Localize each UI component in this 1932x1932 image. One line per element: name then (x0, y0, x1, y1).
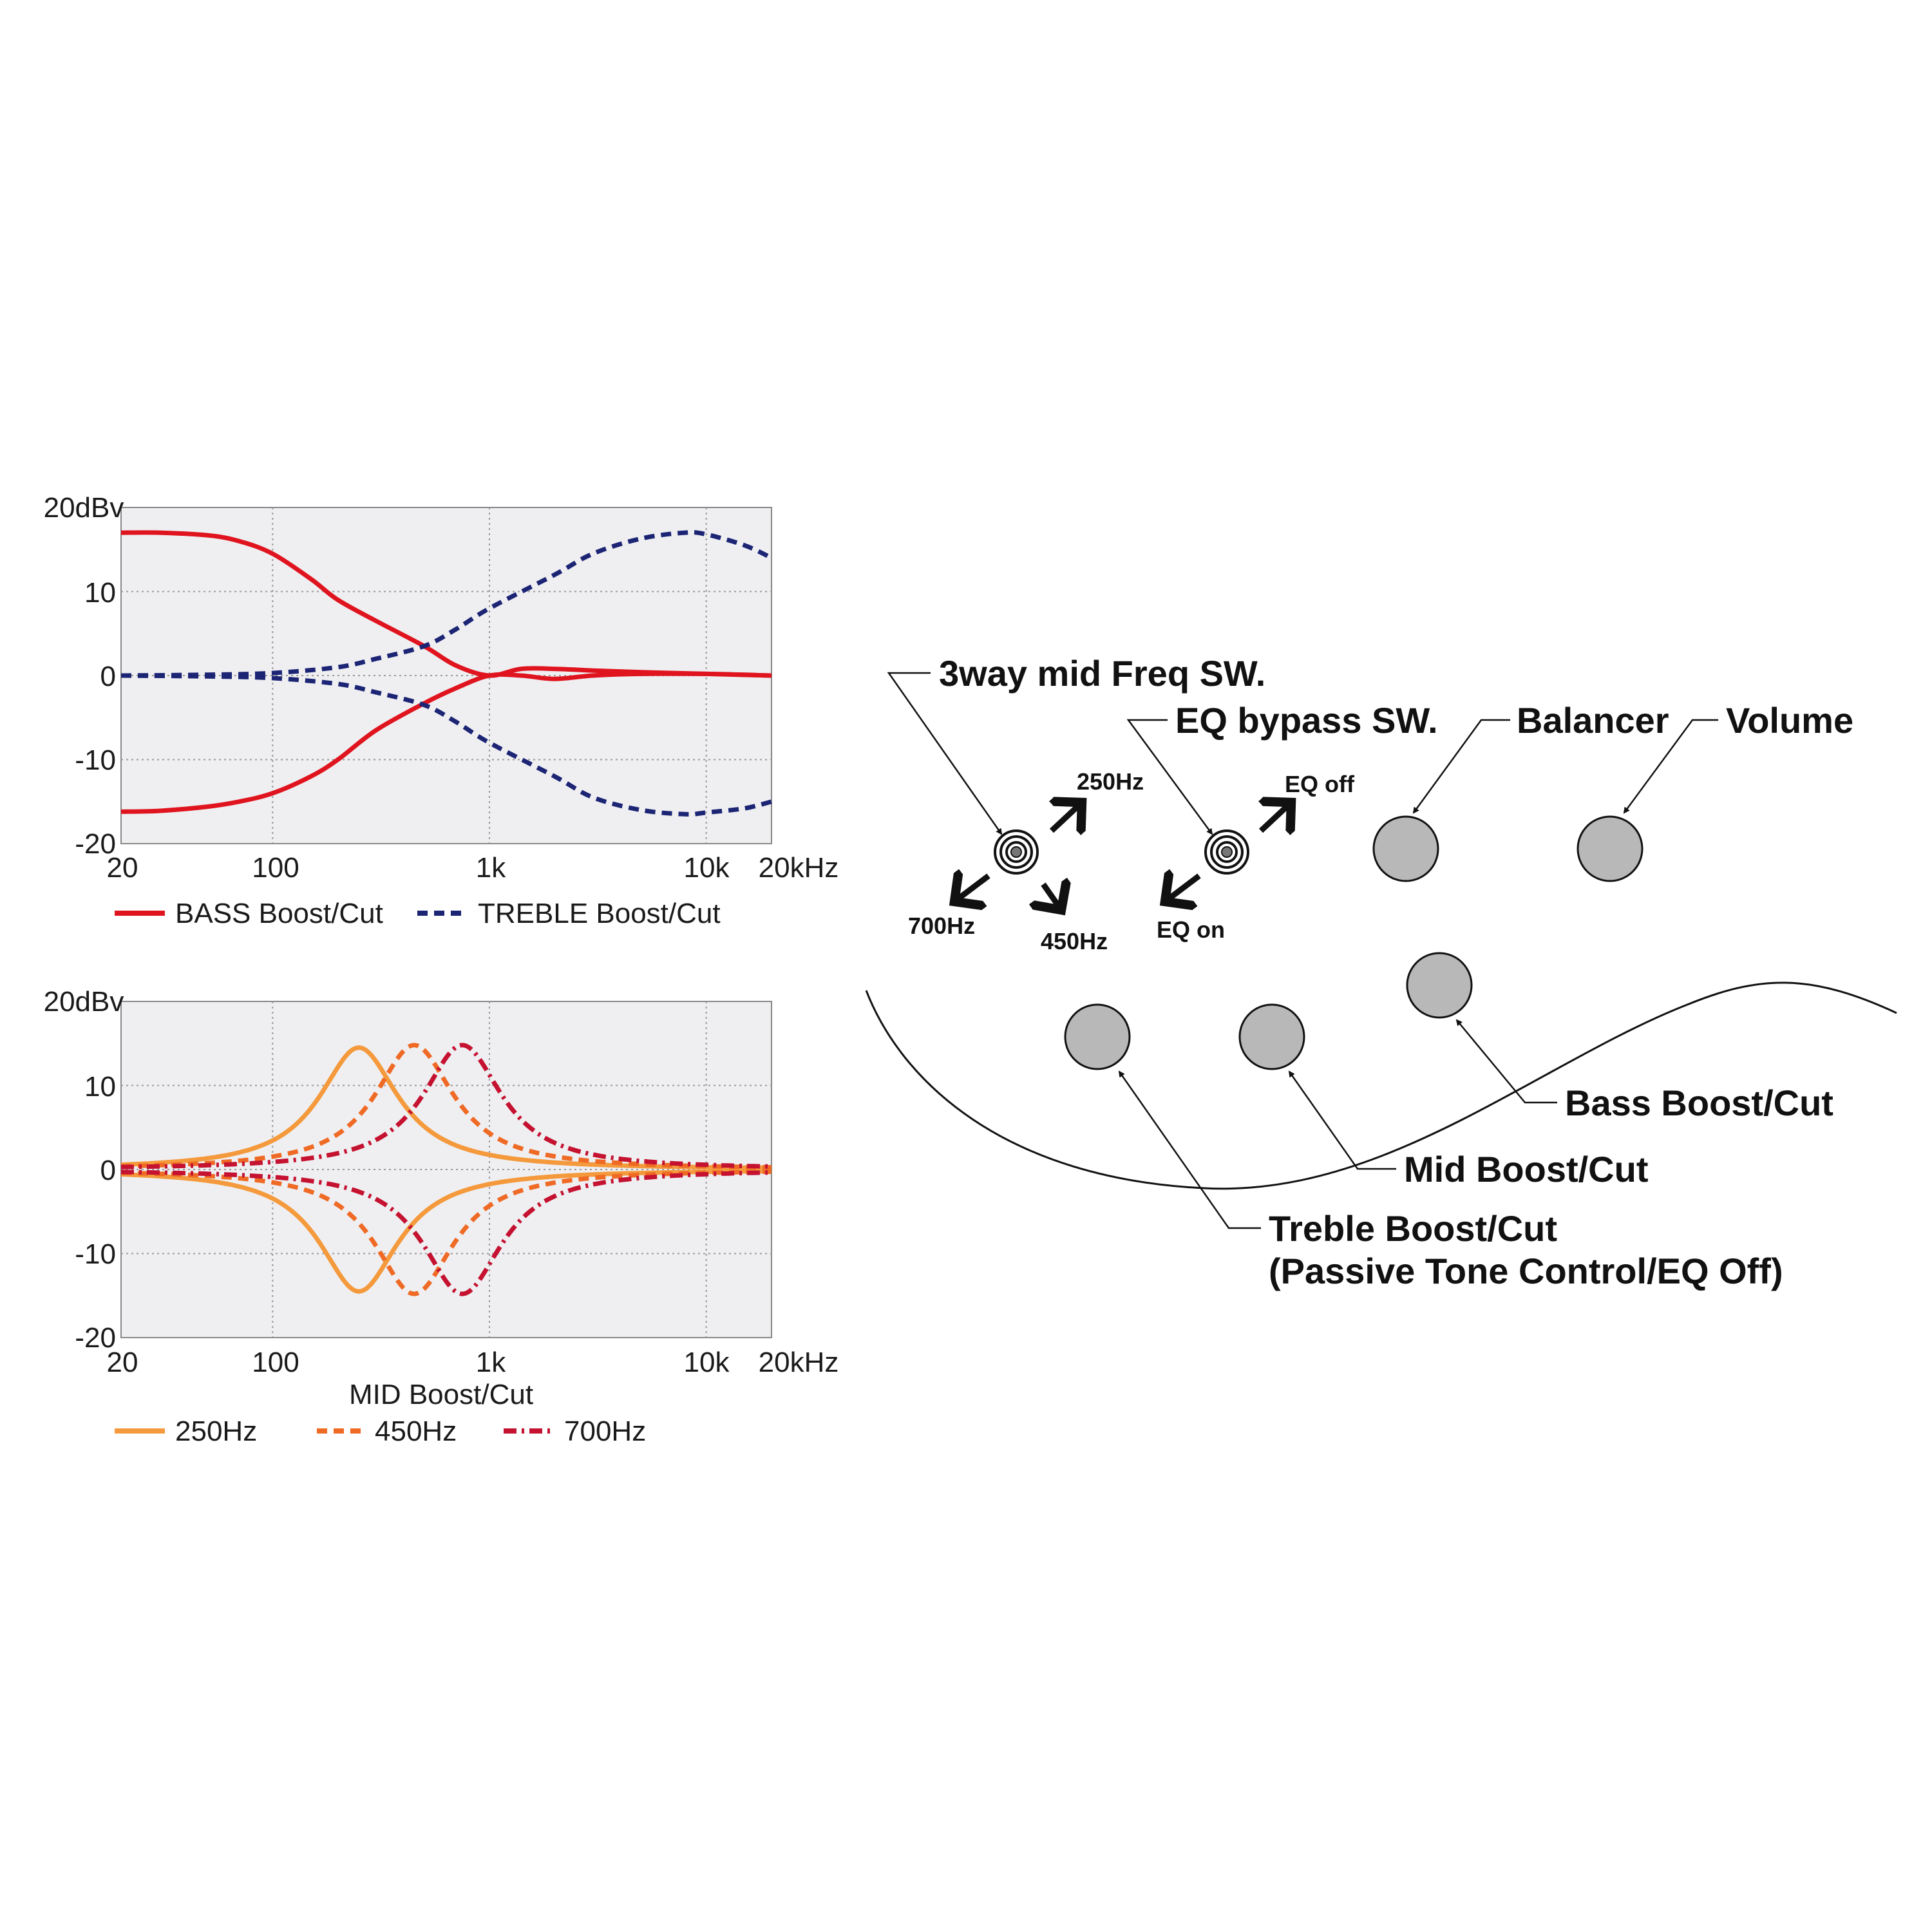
label-freq-switch: 3way mid Freq SW. (939, 653, 1265, 694)
balancer-knob[interactable] (1372, 815, 1439, 882)
y-tick-label: 10 (84, 577, 116, 609)
eq-bypass-switch[interactable] (1204, 829, 1249, 875)
y-tick-label: 20dBv (44, 986, 124, 1018)
arrow-700hz-icon (954, 876, 990, 902)
volume-knob[interactable] (1577, 815, 1643, 882)
label-eq-on: EQ on (1157, 916, 1225, 943)
leader-freq-switch (887, 672, 1003, 835)
label-treble: Treble Boost/Cut (1269, 1208, 1557, 1249)
x-tick-label: 100 (252, 1347, 299, 1378)
label-eq-bypass: EQ bypass SW. (1175, 700, 1438, 741)
x-tick-label: 20 (107, 852, 138, 884)
leader-balancer (1412, 719, 1510, 814)
legend-label-250: 250Hz (175, 1416, 257, 1447)
label-mid: Mid Boost/Cut (1404, 1149, 1648, 1189)
x-tick-label: 20 (107, 1347, 138, 1378)
legend-label-700: 700Hz (564, 1416, 646, 1447)
x-tick-label: 1k (476, 852, 506, 884)
arrow-eq-on-icon (1165, 876, 1201, 902)
mid-700hz-cut-curve (120, 1170, 772, 1296)
leader-eq-bypass (1126, 719, 1213, 835)
label-treble-note: (Passive Tone Control/EQ Off) (1269, 1251, 1783, 1291)
label-bass: Bass Boost/Cut (1565, 1083, 1833, 1123)
treble-knob[interactable] (1064, 1003, 1131, 1070)
body-edge-curve (865, 981, 1897, 1190)
label-eq-off: EQ off (1285, 771, 1355, 797)
x-tick-label: 10k (684, 852, 730, 884)
y-tick-label: -10 (75, 744, 116, 776)
treble-curve-boost (120, 530, 773, 678)
y-tick-label: 20dBv (44, 492, 124, 524)
label-700hz: 700Hz (908, 913, 975, 939)
label-balancer: Balancer (1517, 700, 1669, 741)
leader-volume (1623, 719, 1718, 814)
mid-chart: 20dBv 10 0 -10 -20 20 100 1k 10k 20kHz M… (44, 986, 839, 1447)
x-axis-label: MID Boost/Cut (349, 1379, 533, 1410)
y-tick-label: 0 (100, 661, 116, 692)
x-tick-label: 20kHz (759, 1347, 839, 1378)
leader-mid (1288, 1070, 1396, 1170)
mid-freq-switch[interactable] (994, 829, 1039, 875)
bass-knob[interactable] (1406, 952, 1473, 1019)
arrow-eq-off-icon (1261, 802, 1291, 831)
legend-label-450: 450Hz (375, 1416, 457, 1447)
x-tick-label: 20kHz (759, 852, 839, 884)
treble-curve-cut (120, 673, 772, 817)
mid-knob[interactable] (1238, 1003, 1305, 1070)
bass-treble-chart: 20dBv 10 0 -10 -20 20 100 1k 10k 20kHz B… (44, 492, 839, 929)
y-tick-label: -20 (75, 828, 116, 860)
x-tick-label: 10k (684, 1347, 730, 1378)
leader-treble (1118, 1070, 1261, 1229)
legend-label-treble: TREBLE Boost/Cut (478, 898, 721, 929)
y-tick-label: 10 (84, 1071, 116, 1103)
mid-700hz-boost-curve (120, 1043, 772, 1170)
series-lines (120, 1043, 772, 1296)
label-volume: Volume (1726, 700, 1853, 741)
legend-label-bass: BASS Boost/Cut (175, 898, 383, 929)
leader-bass (1455, 1019, 1557, 1104)
x-tick-label: 100 (252, 852, 299, 884)
control-layout: 250Hz 450Hz 700Hz EQ off EQ on 3way mid … (865, 653, 1897, 1291)
y-tick-label: -10 (75, 1238, 116, 1270)
label-450hz: 450Hz (1041, 928, 1108, 954)
y-tick-label: -20 (75, 1322, 116, 1354)
arrow-250hz-icon (1052, 802, 1082, 831)
arrow-450hz-icon (1043, 884, 1061, 910)
y-tick-label: 0 (100, 1155, 116, 1186)
x-tick-label: 1k (476, 1347, 506, 1378)
label-250hz: 250Hz (1077, 768, 1144, 795)
series-lines (120, 530, 773, 817)
